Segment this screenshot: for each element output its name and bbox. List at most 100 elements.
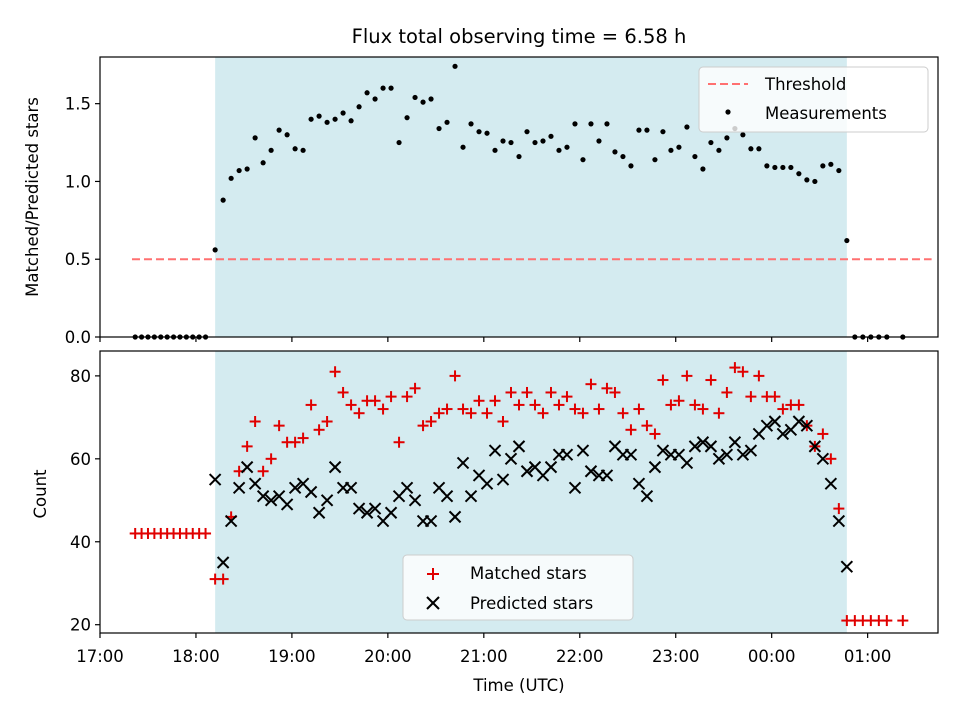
measurement-point xyxy=(212,247,218,253)
matched-star-point xyxy=(217,573,229,585)
measurement-point xyxy=(708,139,714,146)
measurement-point xyxy=(820,163,826,169)
predicted-star-point xyxy=(776,427,790,441)
measurement-point xyxy=(388,85,394,91)
predicted-star-point xyxy=(696,436,710,449)
matched-star-point xyxy=(425,416,437,427)
measurement-point xyxy=(780,164,786,171)
measurement-point xyxy=(340,110,346,116)
measurement-point xyxy=(828,161,834,167)
predicted-star-point xyxy=(576,444,590,457)
bottom-x-axis-label: Time (UTC) xyxy=(472,676,564,695)
predicted-star-point xyxy=(704,440,718,453)
matched-star-point xyxy=(737,366,749,378)
measurement-point xyxy=(580,157,586,163)
matched-star-point xyxy=(321,416,333,427)
matched-star-point xyxy=(337,386,349,398)
measurement-point xyxy=(636,127,642,133)
measurement-point xyxy=(324,119,330,125)
legend-threshold-label: Threshold xyxy=(764,75,846,94)
predicted-star-point xyxy=(680,456,694,470)
legend-measurements-swatch xyxy=(725,109,731,115)
matched-star-point xyxy=(641,420,653,432)
top-y-axis-label: Matched/Predicted stars xyxy=(23,97,42,297)
legend-predicted-label: Predicted stars xyxy=(470,594,593,613)
bottom-y-ticks: 20 40 60 80 xyxy=(70,367,100,635)
measurement-point xyxy=(228,175,234,181)
measurement-point xyxy=(724,135,730,141)
measurement-point xyxy=(492,147,498,153)
measurement-point xyxy=(644,127,650,133)
measurement-point xyxy=(348,118,354,124)
measurement-point xyxy=(612,149,618,155)
matched-star-point xyxy=(593,403,605,415)
measurement-point xyxy=(484,130,490,136)
matched-star-point xyxy=(753,370,765,382)
measurement-point xyxy=(276,127,282,133)
measurement-point xyxy=(308,116,314,122)
matched-star-point xyxy=(345,399,357,411)
matched-star-point xyxy=(465,407,477,419)
matched-star-point xyxy=(441,403,453,415)
predicted-star-point xyxy=(456,456,470,470)
matched-star-point xyxy=(513,399,525,411)
bottom-x-ticks: 17:00 18:00 19:00 20:00 21:00 22:00 23:00 00:00… xyxy=(76,633,891,666)
matched-star-point xyxy=(617,407,629,419)
measurement-point xyxy=(548,133,554,139)
matched-star-point xyxy=(793,399,805,411)
predicted-star-point xyxy=(712,452,726,466)
top-measurement-points xyxy=(132,63,906,340)
predicted-star-point xyxy=(824,477,838,490)
matched-star-point xyxy=(817,428,829,440)
predicted-star-point xyxy=(816,452,830,466)
measurement-point xyxy=(428,96,434,102)
measurement-point xyxy=(748,146,754,152)
matched-star-point xyxy=(689,399,701,411)
matched-star-point xyxy=(673,395,685,407)
x-tick-label: 19:00 xyxy=(268,647,316,666)
predicted-star-point xyxy=(232,481,246,495)
measurement-point xyxy=(364,90,370,96)
predicted-star-point xyxy=(600,469,614,482)
measurement-point xyxy=(660,129,666,135)
measurement-point xyxy=(668,147,674,153)
predicted-star-point xyxy=(688,440,702,453)
matched-star-point xyxy=(241,440,253,452)
matched-star-point xyxy=(449,370,461,382)
measurement-point xyxy=(396,139,402,146)
predicted-star-point xyxy=(424,514,438,528)
measurement-point xyxy=(420,99,426,105)
predicted-star-point xyxy=(240,460,254,474)
measurement-point xyxy=(292,146,298,152)
measurement-point xyxy=(516,153,522,160)
matched-star-point xyxy=(665,399,677,411)
matched-star-point xyxy=(305,399,317,411)
predicted-star-point xyxy=(360,506,374,519)
matched-star-point xyxy=(385,391,397,403)
measurement-point xyxy=(772,164,778,171)
matched-star-point xyxy=(289,436,301,448)
predicted-star-point xyxy=(640,489,654,503)
matched-star-point xyxy=(249,416,261,427)
measurement-point xyxy=(372,96,378,102)
predicted-star-point xyxy=(304,485,318,499)
predicted-star-point xyxy=(320,494,334,507)
predicted-star-point xyxy=(544,460,558,474)
matched-star-point xyxy=(457,403,469,415)
legend-measurements-label: Measurements xyxy=(765,104,887,123)
matched-star-point xyxy=(833,503,845,515)
matched-star-point xyxy=(545,386,557,398)
measurement-point xyxy=(788,164,794,171)
matched-star-point xyxy=(561,391,573,403)
predicted-star-point xyxy=(504,452,518,466)
matched-star-point xyxy=(705,374,717,386)
measurement-point xyxy=(756,146,762,152)
predicted-star-point xyxy=(344,481,358,495)
x-tick-label: 21:00 xyxy=(460,647,508,666)
predicted-star-point xyxy=(264,494,278,507)
predicted-star-point xyxy=(384,506,398,519)
measurement-point xyxy=(700,166,706,172)
matched-star-point xyxy=(697,403,709,415)
measurement-point xyxy=(316,113,322,119)
x-tick-label: 18:00 xyxy=(172,647,220,666)
